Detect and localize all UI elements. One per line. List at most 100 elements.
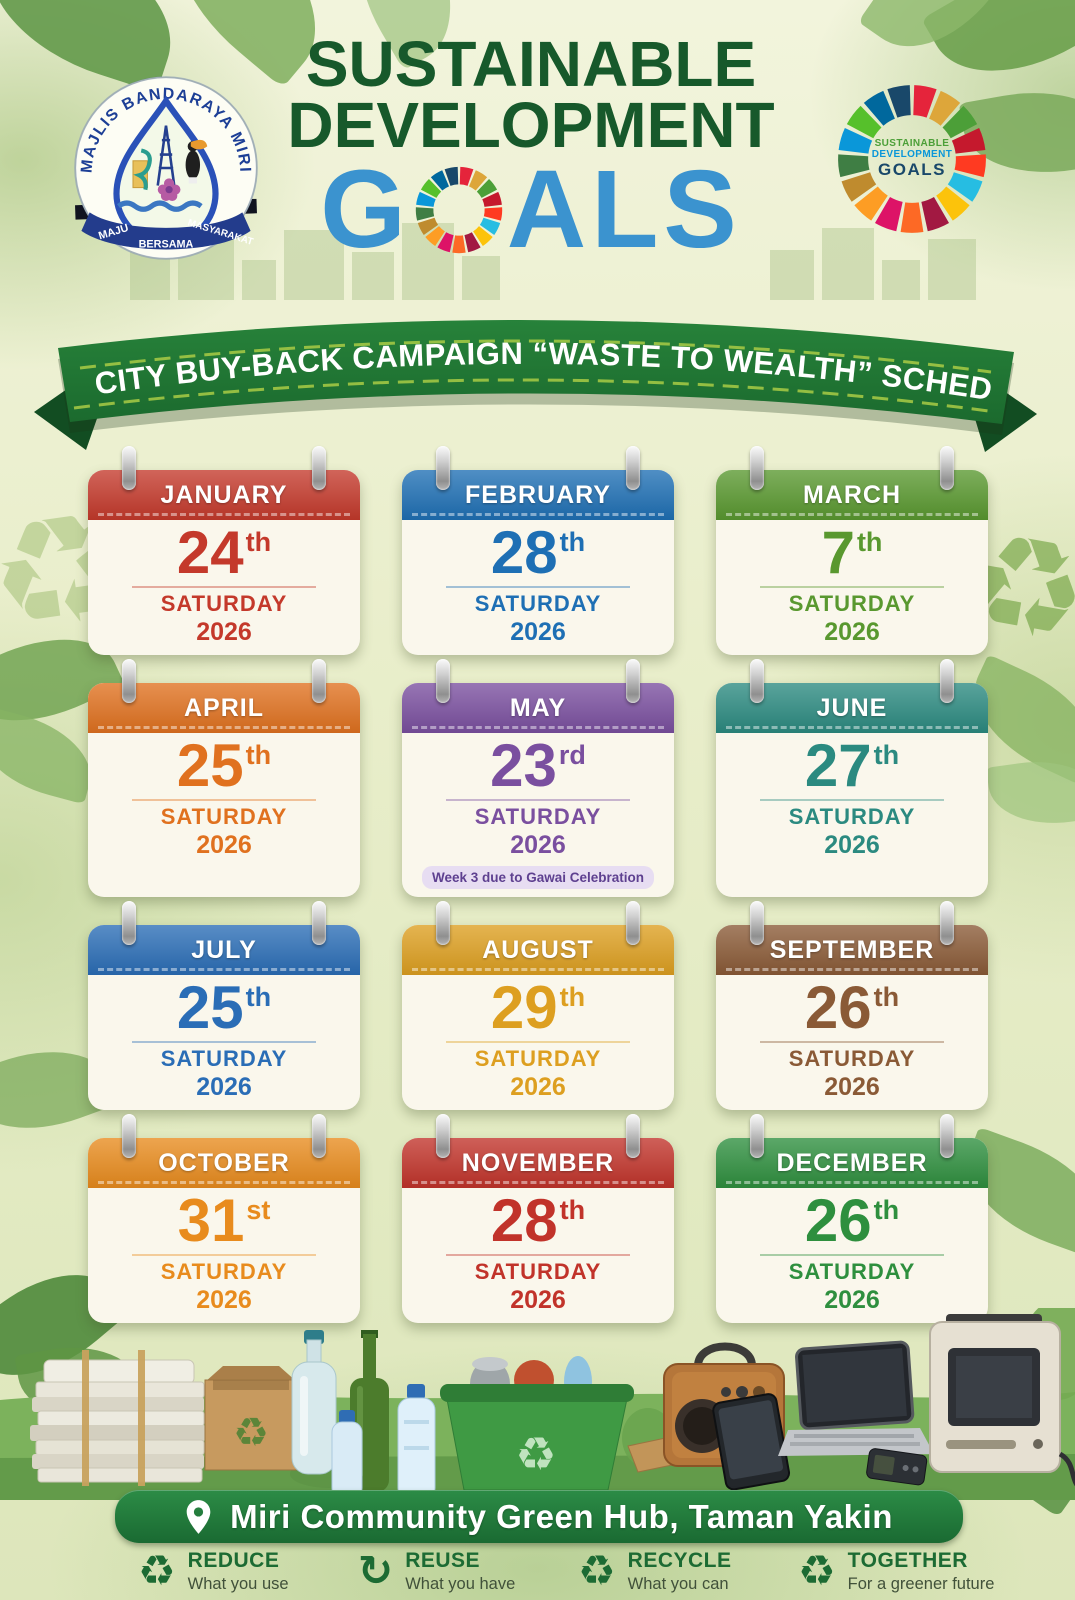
month-name: SEPTEMBER [769,935,935,964]
date-ordinal: th [245,982,272,1012]
newspaper-stack [30,1350,206,1486]
plastic-bottle-large [291,1330,337,1475]
leaf-decor [986,752,1075,833]
binder-ring-icon [626,901,640,945]
weekday-label: SATURDAY [474,804,602,829]
binder-ring-icon [626,659,640,703]
date-ordinal: st [246,1195,271,1225]
goals-als: ALS [506,148,742,271]
sdg-text-line2: DEVELOPMENT [871,149,953,160]
date-divider [759,799,945,801]
binder-ring-icon [750,1114,764,1158]
weekday-label: SATURDAY [160,1046,288,1071]
binder-ring-icon [436,446,450,490]
sdg-goals-logo: SUSTAINABLE DEVELOPMENT GOALS [835,82,989,236]
weekday-label: SATURDAY [474,1259,602,1284]
card-body: 23 rd SATURDAY 2026 Week 3 due to Gawai … [402,733,674,897]
calendar-card: FEBRUARY 28 th SATURDAY 2026 [402,446,674,655]
card-body: 29 th SATURDAY 2026 [402,975,674,1110]
cardboard-box: ♻ [204,1366,298,1471]
ribbon-band [58,319,1014,424]
leaf-decor [858,0,1022,77]
date-divider [759,1254,945,1256]
binder-ring-icon [750,446,764,490]
svg-text:♻: ♻ [515,1427,556,1481]
date: 31 st [96,1190,352,1252]
legend-subtitle: What you can [627,1575,729,1593]
date-divider [445,1041,631,1043]
binder-ring-icon [122,1114,136,1158]
grass-ground [0,1392,1075,1500]
month-name: DECEMBER [776,1148,928,1177]
year-label: 2026 [196,618,252,646]
printer [929,1314,1075,1486]
date-day: 29 [490,974,558,1041]
svg-text:♻: ♻ [233,1410,269,1456]
date-ordinal: th [245,740,272,770]
glass-bottle [350,1330,389,1492]
date-divider [445,799,631,801]
card-body: 28 th SATURDAY 2026 [402,1188,674,1323]
binder-ring-icon [940,901,954,945]
title-line-1: SUSTAINABLE [305,28,757,100]
binder-ring-icon [940,1114,954,1158]
binder-ring-icon [312,446,326,490]
calendar-grid: JANUARY 24 th SATURDAY 2026 F [88,446,988,1323]
legend-item: ↻ REUSE What you have [358,1549,578,1594]
title-line-goals: G ALS [242,148,820,271]
goals-g: G [320,148,411,271]
month-name: AUGUST [482,935,594,964]
laptop [778,1340,934,1456]
plastic-bottle-small [397,1384,436,1501]
calendar-card: JULY 25 th SATURDAY 2026 [88,901,360,1110]
legend-title: REUSE [405,1549,481,1572]
year-label: 2026 [196,831,252,859]
calendar-card: DECEMBER 26 th SATURDAY 2026 [716,1114,988,1323]
miri-city-council-logo: MAJLIS BANDARAYA MIRI MAJU BERSAMA MASYA… [72,70,260,266]
sdg-logo-text: SUSTAINABLE DEVELOPMENT GOALS [835,82,989,236]
card-body: 26 th SATURDAY 2026 [716,1188,988,1323]
legend-title: RECYCLE [627,1549,732,1572]
binder-ring-icon [122,901,136,945]
date-divider [131,586,317,588]
legend-item: ♻ REDUCE What you use [138,1549,358,1594]
title-line-2: DEVELOPMENT [287,89,775,161]
weekday-label: SATURDAY [474,1046,602,1071]
weekday-label: SATURDAY [160,804,288,829]
date-ordinal: th [559,527,586,557]
card-body: 27 th SATURDAY 2026 [716,733,988,868]
calendar-card: MAY 23 rd SATURDAY 2026 Week 3 due to Ga… [402,659,674,897]
date: 27 th [724,735,980,797]
date-day: 26 [804,974,872,1041]
hornbill-icon [185,150,201,180]
year-label: 2026 [510,1073,566,1101]
date: 23 rd [410,735,666,797]
weekday-label: SATURDAY [788,804,916,829]
tablet [712,1393,791,1491]
month-name: NOVEMBER [461,1148,615,1177]
legend-item: ♻ RECYCLE What you can [578,1549,798,1594]
date-day: 26 [804,1187,872,1254]
month-name: APRIL [184,693,264,722]
year-label: 2026 [824,831,880,859]
year-label: 2026 [824,618,880,646]
date-divider [445,586,631,588]
date: 26 th [724,977,980,1039]
binder-ring-icon [750,659,764,703]
recycle-icon: ♻ [578,1546,616,1595]
date-ordinal: th [873,982,900,1012]
calendar-card: JUNE 27 th SATURDAY 2026 [716,659,988,897]
binder-ring-icon [940,659,954,703]
bush-decor [622,1408,674,1468]
legend-item: ♻ TOGETHER For a greener future [798,1549,1058,1594]
date-day: 24 [176,519,244,586]
recycling-bin: ♻ [440,1356,634,1491]
year-label: 2026 [196,1073,252,1101]
date-day: 23 [490,732,557,799]
date-ordinal: th [245,527,272,557]
date: 7 th [724,522,980,584]
date-ordinal: th [559,982,586,1012]
weekday-label: SATURDAY [788,1259,916,1284]
binder-ring-icon [626,1114,640,1158]
